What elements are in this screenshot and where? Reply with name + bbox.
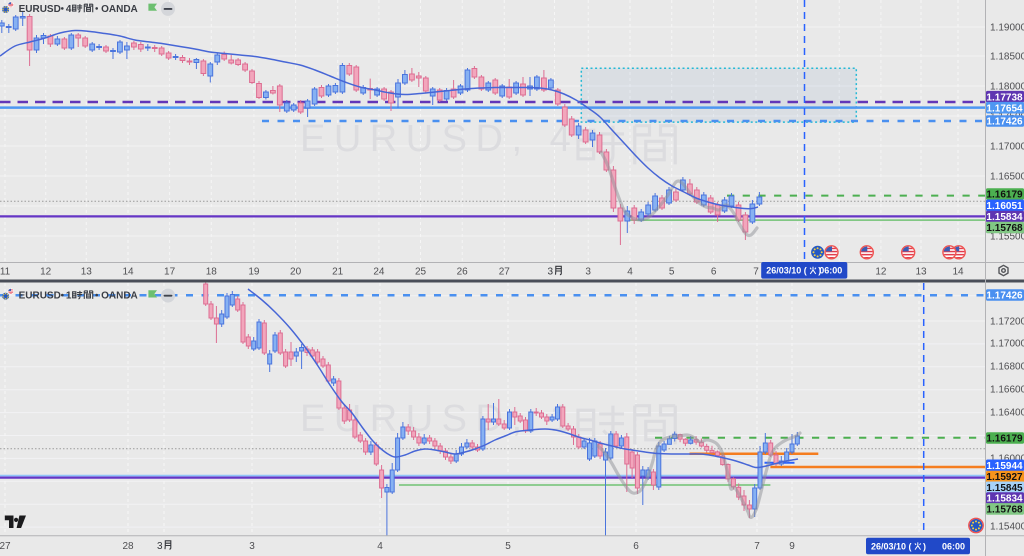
svg-text:7: 7: [754, 541, 760, 552]
svg-text:12: 12: [875, 267, 887, 278]
svg-text:1.16051: 1.16051: [986, 201, 1023, 212]
svg-text:9: 9: [789, 541, 795, 552]
svg-text:1.15768: 1.15768: [986, 505, 1023, 516]
svg-text:1.16600: 1.16600: [990, 385, 1024, 396]
svg-text:17: 17: [164, 267, 176, 278]
svg-text:4: 4: [377, 541, 383, 552]
svg-text:1.15845: 1.15845: [986, 483, 1023, 494]
svg-text:6: 6: [633, 541, 639, 552]
svg-text:1.15927: 1.15927: [986, 472, 1023, 483]
svg-text:13: 13: [915, 267, 927, 278]
svg-text:1.16400: 1.16400: [990, 408, 1024, 419]
svg-text:1.17000: 1.17000: [990, 142, 1024, 153]
svg-text:12: 12: [40, 267, 52, 278]
svg-text:7: 7: [753, 267, 759, 278]
svg-text:3: 3: [585, 267, 591, 278]
svg-text:OANDA: OANDA: [101, 4, 138, 15]
svg-text:1.15500: 1.15500: [990, 232, 1024, 243]
svg-text:25: 25: [415, 267, 427, 278]
svg-text:1.16179: 1.16179: [986, 190, 1023, 201]
svg-text:28: 28: [122, 541, 134, 552]
svg-text:): ): [818, 266, 821, 276]
svg-text:1.19000: 1.19000: [990, 23, 1024, 34]
svg-text:14: 14: [122, 267, 134, 278]
svg-text:1.15400: 1.15400: [990, 522, 1024, 533]
svg-text:EURUSD: EURUSD: [19, 4, 61, 15]
svg-text:4: 4: [66, 4, 72, 15]
svg-text:3: 3: [157, 541, 163, 552]
svg-text:1.16800: 1.16800: [990, 362, 1024, 373]
svg-text:EURUSD: EURUSD: [19, 291, 61, 302]
svg-text:26/03/10 (: 26/03/10 (: [871, 541, 912, 551]
svg-text:4: 4: [627, 267, 633, 278]
svg-text:EURUSD, 4: EURUSD, 4: [300, 118, 579, 160]
svg-text:1.17426: 1.17426: [986, 117, 1023, 128]
svg-text:6: 6: [711, 267, 717, 278]
svg-text:5: 5: [505, 541, 511, 552]
svg-text:19: 19: [248, 267, 260, 278]
svg-text:27: 27: [499, 267, 511, 278]
svg-text:18: 18: [206, 267, 218, 278]
svg-text:1.18000: 1.18000: [990, 82, 1024, 93]
svg-text:1.16179: 1.16179: [986, 434, 1023, 445]
svg-text:1.17200: 1.17200: [990, 317, 1024, 328]
svg-text:1.17738: 1.17738: [986, 92, 1023, 103]
svg-text:1.17426: 1.17426: [986, 291, 1023, 302]
svg-text:1: 1: [66, 291, 72, 302]
svg-text:3: 3: [548, 267, 554, 278]
svg-text:26: 26: [457, 267, 469, 278]
svg-text:3: 3: [249, 541, 255, 552]
svg-text:24: 24: [373, 267, 385, 278]
svg-text:06:00: 06:00: [942, 541, 965, 551]
svg-text:1.16500: 1.16500: [990, 172, 1024, 183]
svg-text:26/03/10 (: 26/03/10 (: [766, 266, 807, 276]
svg-text:5: 5: [669, 267, 675, 278]
svg-text:): ): [923, 541, 926, 551]
svg-text:1.17000: 1.17000: [990, 339, 1024, 350]
svg-text:1.18500: 1.18500: [990, 52, 1024, 63]
svg-text:OANDA: OANDA: [101, 291, 138, 302]
svg-text:1.17654: 1.17654: [986, 103, 1023, 114]
svg-text:13: 13: [81, 267, 93, 278]
svg-text:1.15834: 1.15834: [986, 212, 1023, 223]
svg-text:20: 20: [290, 267, 302, 278]
svg-text:14: 14: [952, 267, 964, 278]
svg-text:11: 11: [0, 267, 11, 278]
svg-text:06:00: 06:00: [819, 266, 842, 276]
svg-text:1.15944: 1.15944: [986, 461, 1023, 472]
svg-text:21: 21: [332, 267, 344, 278]
svg-text:1.16000: 1.16000: [990, 454, 1024, 465]
svg-text:27: 27: [0, 541, 11, 552]
svg-text:1.15834: 1.15834: [986, 494, 1023, 505]
svg-text:1.15768: 1.15768: [986, 223, 1023, 234]
